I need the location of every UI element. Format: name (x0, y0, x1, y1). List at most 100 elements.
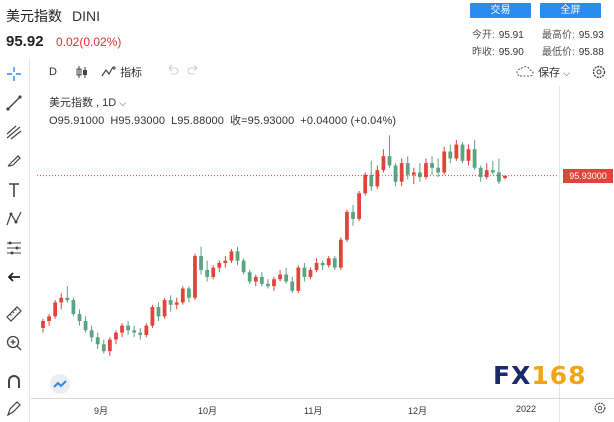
candle-body[interactable] (187, 288, 191, 298)
crosshair-icon[interactable] (4, 64, 24, 84)
undo-icon[interactable] (165, 64, 179, 80)
candle-body[interactable] (497, 172, 501, 182)
trend-line-icon[interactable] (4, 93, 24, 113)
candle-body[interactable] (320, 262, 325, 266)
candle-body[interactable] (272, 279, 276, 287)
candle-body[interactable] (65, 297, 70, 301)
ruler-icon[interactable] (4, 304, 24, 324)
candle-body[interactable] (454, 144, 459, 159)
candle-body[interactable] (503, 175, 507, 178)
candle-body[interactable] (332, 258, 337, 268)
candle-body[interactable] (59, 297, 64, 303)
candle-body[interactable] (266, 283, 270, 287)
candle-body[interactable] (89, 330, 94, 338)
fork-icon[interactable] (4, 122, 24, 142)
fullscreen-button[interactable]: 全屏 (540, 3, 601, 18)
candle-body[interactable] (278, 274, 282, 280)
candle-body[interactable] (71, 300, 76, 315)
candle-body[interactable] (442, 151, 447, 173)
candle-body[interactable] (363, 174, 368, 194)
candle-body[interactable] (199, 256, 203, 270)
candle-body[interactable] (393, 165, 398, 182)
interval-button[interactable]: D (49, 66, 57, 78)
candle-body[interactable] (484, 170, 489, 178)
measure-icon[interactable] (4, 238, 24, 258)
candle-body[interactable] (217, 262, 222, 268)
candle-body[interactable] (490, 170, 495, 173)
candle-body[interactable] (418, 172, 422, 178)
price-chart[interactable]: 美元指数 , 1D ⌵ O95.91000 H95.93000 L95.88000 收… (31, 86, 614, 422)
candle-body[interactable] (345, 211, 349, 240)
candle-body[interactable] (138, 332, 143, 335)
candle-body[interactable] (375, 170, 380, 187)
candle-body[interactable] (41, 321, 45, 328)
candle-body[interactable] (448, 151, 453, 159)
candle-body[interactable] (478, 167, 483, 178)
candle-body[interactable] (399, 163, 404, 182)
text-icon[interactable] (4, 180, 24, 200)
candle-body[interactable] (284, 274, 289, 282)
magnet-icon[interactable] (4, 372, 24, 392)
candle-body[interactable] (150, 307, 155, 326)
candle-body[interactable] (460, 144, 465, 161)
candle-body[interactable] (162, 300, 167, 317)
candle-body[interactable] (180, 288, 185, 303)
candle-body[interactable] (302, 267, 307, 277)
candle-body[interactable] (120, 325, 124, 333)
candle-body[interactable] (369, 174, 374, 187)
candle-body[interactable] (95, 337, 100, 345)
candle-body[interactable] (235, 251, 240, 261)
candle-body[interactable] (47, 316, 51, 321)
candle-body[interactable] (107, 339, 112, 352)
candle-body[interactable] (229, 251, 234, 261)
candle-body[interactable] (357, 193, 361, 219)
candle-body[interactable] (223, 260, 228, 263)
candlestick-plot[interactable] (31, 86, 559, 398)
redo-icon[interactable] (187, 64, 201, 80)
candle-body[interactable] (101, 344, 106, 352)
candle-body[interactable] (381, 156, 386, 171)
back-arrow-icon[interactable] (4, 267, 24, 287)
candle-body[interactable] (247, 272, 252, 282)
brush-icon[interactable] (4, 151, 24, 171)
candle-body[interactable] (83, 321, 88, 331)
axis-settings-gear-icon[interactable] (593, 401, 607, 417)
lock-pencil-icon[interactable] (4, 399, 24, 419)
candle-body[interactable] (259, 276, 264, 284)
chevron-down-icon[interactable]: ⌵ (119, 98, 127, 108)
candle-body[interactable] (308, 269, 313, 277)
candle-body[interactable] (430, 163, 434, 168)
candle-body[interactable] (53, 302, 58, 317)
tradingview-logo-icon[interactable] (49, 373, 71, 400)
candle-body[interactable] (205, 269, 210, 277)
candle-body[interactable] (387, 156, 392, 166)
candle-body[interactable] (338, 239, 343, 268)
candle-body[interactable] (290, 281, 295, 291)
candle-body[interactable] (132, 330, 137, 333)
candle-body[interactable] (466, 149, 471, 161)
zoom-in-icon[interactable] (4, 333, 24, 353)
trade-button[interactable]: 交易 (470, 3, 531, 18)
candle-body[interactable] (326, 258, 331, 266)
candle-body[interactable] (436, 167, 441, 173)
candle-body[interactable] (174, 302, 179, 305)
pattern-icon[interactable] (4, 209, 24, 229)
candle-body[interactable] (253, 276, 258, 282)
save-button[interactable]: 保存 ⌵ (515, 64, 570, 80)
candle-body[interactable] (314, 262, 319, 270)
candle-body[interactable] (405, 163, 410, 175)
candle-body[interactable] (193, 256, 197, 298)
candle-body[interactable] (351, 211, 355, 219)
candle-body[interactable] (114, 332, 118, 340)
chart-type-icon[interactable] (75, 64, 89, 80)
candle-body[interactable] (411, 172, 416, 175)
candle-body[interactable] (211, 267, 216, 277)
candle-body[interactable] (156, 307, 161, 317)
candle-body[interactable] (241, 260, 246, 273)
candle-body[interactable] (472, 149, 477, 168)
candle-body[interactable] (126, 325, 130, 331)
candle-body[interactable] (296, 267, 301, 291)
indicators-button[interactable]: 指标 (101, 64, 142, 80)
settings-gear-icon[interactable] (591, 64, 607, 80)
candle-body[interactable] (168, 300, 173, 305)
